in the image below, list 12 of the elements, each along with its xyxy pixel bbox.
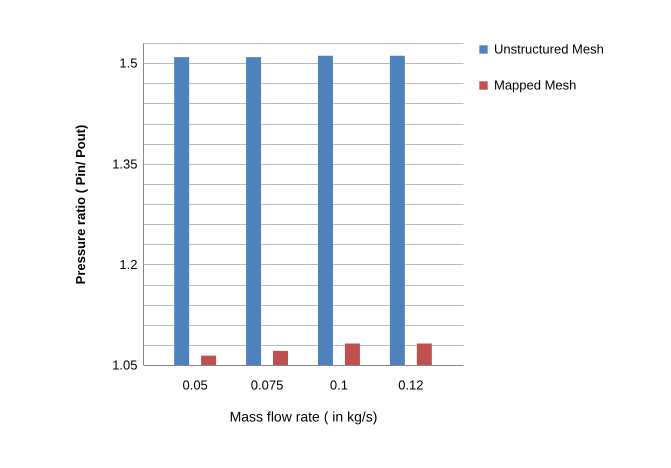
x-tick-label: 0.05 bbox=[182, 378, 208, 392]
y-tick-label: 1.5 bbox=[119, 56, 138, 71]
legend-label: Unstructured Mesh bbox=[494, 42, 604, 56]
y-tick-label: 1.05 bbox=[112, 358, 138, 372]
x-tick-label: 0.1 bbox=[330, 378, 348, 392]
y-tick-label: 1.2 bbox=[119, 256, 138, 272]
y-tick-label: 1.35 bbox=[112, 156, 138, 172]
legend-label: Mapped Mesh bbox=[494, 78, 576, 92]
x-tick-label: 0.12 bbox=[398, 378, 424, 392]
x-tick-label: 0.075 bbox=[250, 378, 284, 392]
y-axis-title: Pressure ratio ( Pin/ Pout) bbox=[73, 124, 88, 284]
x-axis-title: Mass flow rate ( in kg/s) bbox=[230, 408, 378, 424]
